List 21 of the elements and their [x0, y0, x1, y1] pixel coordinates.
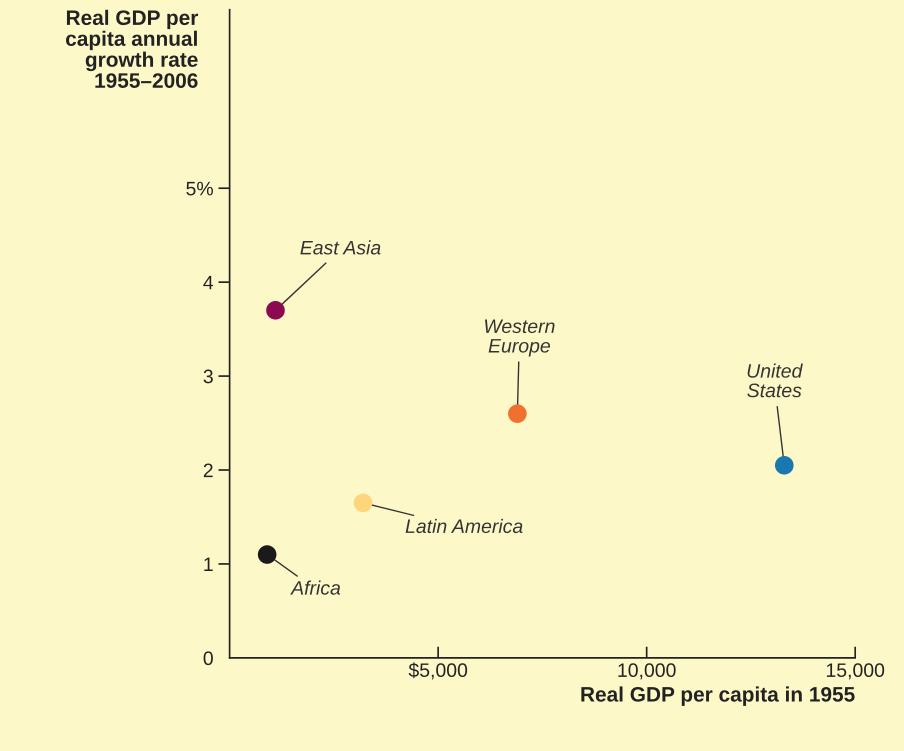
y-axis-title: Real GDP per capita annual growth rate 1955–2006 — [66, 10, 198, 88]
point — [354, 494, 372, 512]
series-label: Latin America — [406, 518, 523, 534]
text: East Asia — [300, 240, 381, 255]
y-tick-label: 3 — [204, 370, 213, 384]
text: Western Europe — [485, 320, 555, 356]
series-label: Africa — [290, 580, 340, 595]
y-tick-label: 4 — [203, 276, 214, 290]
text: United States — [747, 363, 803, 398]
x-tick-label: 15,000 — [826, 663, 884, 680]
point — [774, 456, 794, 475]
y-tick-label: 0 — [204, 651, 213, 666]
y-tick-label: 1 — [204, 558, 213, 571]
point — [258, 545, 276, 564]
y-tick-label: 2 — [204, 463, 213, 478]
point — [508, 404, 527, 423]
x-axis-title: Real GDP per capita in 1955 — [581, 686, 855, 706]
y-tick-label: 5% — [186, 182, 213, 196]
x-tick-label: 10,000 — [618, 663, 676, 680]
x-tick-label: $5,000 — [408, 662, 468, 680]
point — [266, 301, 285, 320]
